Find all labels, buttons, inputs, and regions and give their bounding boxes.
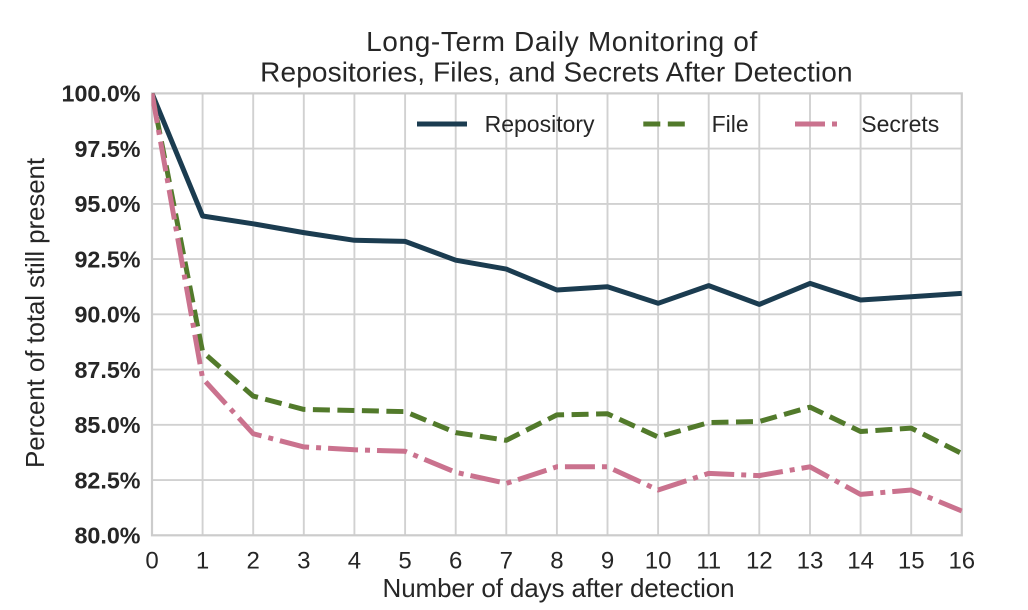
svg-text:Number of days after detection: Number of days after detection — [383, 573, 735, 603]
svg-text:85.0%: 85.0% — [74, 412, 140, 438]
svg-text:82.5%: 82.5% — [74, 467, 140, 493]
svg-text:3: 3 — [297, 548, 310, 575]
svg-text:80.0%: 80.0% — [74, 523, 140, 549]
svg-text:4: 4 — [348, 548, 361, 575]
svg-text:16: 16 — [948, 548, 975, 575]
svg-text:Repositories, Files, and Secre: Repositories, Files, and Secrets After D… — [260, 57, 852, 88]
svg-text:Secrets: Secrets — [861, 111, 939, 137]
svg-text:95.0%: 95.0% — [74, 191, 140, 217]
svg-text:14: 14 — [847, 548, 874, 575]
svg-text:2: 2 — [247, 548, 260, 575]
svg-text:Percent of total still present: Percent of total still present — [20, 157, 50, 468]
svg-text:5: 5 — [398, 548, 411, 575]
svg-text:9: 9 — [601, 548, 614, 575]
svg-text:11: 11 — [696, 548, 721, 575]
svg-text:File: File — [712, 111, 749, 137]
svg-text:15: 15 — [898, 548, 925, 575]
svg-text:0: 0 — [145, 548, 158, 575]
svg-text:90.0%: 90.0% — [74, 302, 140, 328]
svg-text:10: 10 — [645, 548, 672, 575]
svg-text:6: 6 — [449, 548, 462, 575]
svg-text:92.5%: 92.5% — [74, 246, 140, 272]
svg-text:100.0%: 100.0% — [61, 81, 140, 107]
svg-text:12: 12 — [746, 548, 773, 575]
svg-text:13: 13 — [797, 548, 824, 575]
svg-text:8: 8 — [550, 548, 563, 575]
svg-text:87.5%: 87.5% — [74, 357, 140, 383]
svg-text:7: 7 — [500, 548, 513, 575]
svg-text:1: 1 — [196, 548, 209, 575]
svg-text:Repository: Repository — [485, 111, 595, 137]
svg-text:97.5%: 97.5% — [74, 136, 140, 162]
svg-text:Long-Term Daily Monitoring of: Long-Term Daily Monitoring of — [366, 26, 758, 57]
